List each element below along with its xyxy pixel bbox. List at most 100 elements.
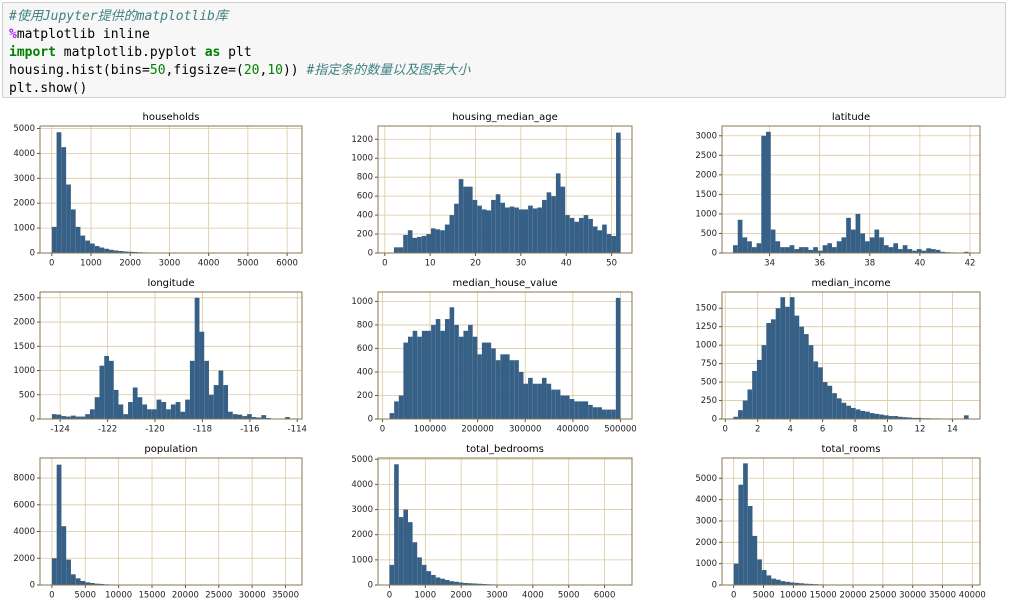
bar bbox=[75, 226, 81, 253]
bar bbox=[477, 205, 482, 253]
bar bbox=[477, 354, 482, 419]
bar bbox=[75, 578, 81, 585]
plot-frame bbox=[721, 457, 981, 586]
x-tick-label: 4000 bbox=[198, 259, 220, 269]
x-tick-label: 30 bbox=[515, 259, 526, 269]
bar bbox=[579, 217, 584, 253]
bar bbox=[213, 385, 219, 419]
x-tick-label: 300000 bbox=[509, 425, 541, 435]
bar bbox=[51, 226, 57, 253]
bar bbox=[592, 226, 598, 253]
x-tick-label: 40000 bbox=[959, 591, 986, 601]
bar bbox=[449, 215, 455, 253]
bar bbox=[504, 354, 510, 419]
bar bbox=[560, 395, 566, 419]
y-tick-label: 3000 bbox=[351, 505, 373, 515]
x-tick-label: 10 bbox=[425, 259, 436, 269]
bar bbox=[931, 249, 936, 253]
y-tick-label: 750 bbox=[701, 359, 717, 369]
bar bbox=[733, 416, 739, 419]
bar bbox=[435, 229, 441, 253]
chart-title: total_bedrooms bbox=[466, 444, 544, 455]
bar bbox=[398, 247, 404, 253]
bar bbox=[583, 215, 589, 253]
bar bbox=[813, 247, 818, 253]
bar bbox=[606, 234, 612, 253]
bar bbox=[232, 414, 238, 419]
bar bbox=[393, 247, 399, 253]
y-tick-label: 1000 bbox=[13, 366, 35, 376]
bar bbox=[440, 230, 445, 253]
y-tick-label: 4000 bbox=[13, 527, 35, 537]
x-tick-label: 1000 bbox=[80, 259, 102, 269]
x-tick-label: 0 bbox=[731, 591, 736, 601]
bar bbox=[66, 184, 71, 253]
x-tick-label: -114 bbox=[288, 425, 307, 435]
plot-frame bbox=[377, 457, 633, 586]
chart-title: population bbox=[144, 444, 197, 455]
y-tick-label: 1500 bbox=[695, 190, 717, 200]
bar bbox=[898, 249, 903, 253]
bar bbox=[412, 330, 418, 419]
x-tick-label: 40 bbox=[561, 259, 572, 269]
bar bbox=[616, 132, 621, 253]
x-tick-label: 30000 bbox=[239, 591, 266, 601]
bar bbox=[518, 371, 524, 419]
bar bbox=[775, 308, 781, 419]
x-tick-label: 0 bbox=[49, 259, 54, 269]
bar bbox=[99, 583, 105, 585]
bar bbox=[444, 319, 450, 419]
bar bbox=[893, 416, 899, 419]
bar bbox=[89, 243, 95, 253]
bar bbox=[860, 233, 866, 253]
bar bbox=[851, 407, 856, 419]
x-tick-label: 6000 bbox=[276, 259, 298, 269]
bar bbox=[555, 173, 561, 253]
bar bbox=[794, 582, 800, 585]
bar bbox=[780, 297, 786, 419]
chart-title: longitude bbox=[147, 278, 194, 289]
bar bbox=[780, 247, 785, 253]
bar bbox=[61, 147, 67, 253]
bar bbox=[123, 414, 129, 419]
bar bbox=[85, 582, 91, 585]
x-tick-label: 500000 bbox=[604, 425, 636, 435]
bar bbox=[822, 382, 828, 419]
bar bbox=[523, 383, 529, 419]
bar bbox=[756, 243, 762, 253]
bar bbox=[237, 414, 243, 419]
bar bbox=[463, 186, 468, 253]
y-tick-label: 2000 bbox=[13, 554, 35, 564]
bar bbox=[592, 407, 598, 419]
bar bbox=[228, 411, 233, 419]
bar bbox=[761, 345, 767, 419]
bar bbox=[56, 464, 62, 585]
bar bbox=[444, 579, 450, 585]
bar bbox=[218, 370, 224, 419]
bar bbox=[108, 360, 114, 419]
y-tick-label: 5000 bbox=[351, 455, 373, 465]
y-tick-label: 3000 bbox=[695, 131, 717, 141]
code-cell[interactable]: #使用Jupyter提供的matplotlib库 %matplotlib inl… bbox=[2, 2, 1006, 98]
bar bbox=[752, 371, 757, 419]
plot-frame bbox=[39, 457, 303, 586]
bar bbox=[747, 506, 753, 585]
bar bbox=[444, 224, 450, 253]
bar bbox=[491, 199, 496, 253]
bar bbox=[430, 228, 436, 253]
bar bbox=[408, 522, 413, 585]
bar bbox=[199, 331, 205, 419]
bar bbox=[747, 389, 753, 419]
y-tick-label: 2000 bbox=[351, 530, 373, 540]
bar bbox=[166, 409, 171, 419]
bar bbox=[865, 411, 870, 419]
x-tick-label: 5000 bbox=[237, 259, 259, 269]
bar bbox=[785, 581, 791, 585]
bar bbox=[898, 416, 903, 419]
bar bbox=[780, 581, 786, 585]
bar bbox=[495, 194, 501, 253]
bar bbox=[128, 402, 133, 419]
code-token: plt bbox=[220, 45, 252, 60]
bar bbox=[251, 417, 257, 419]
bar bbox=[66, 416, 71, 419]
